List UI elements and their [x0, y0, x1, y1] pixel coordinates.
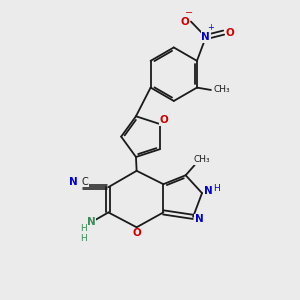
Text: O: O: [160, 116, 169, 125]
Text: O: O: [226, 28, 235, 38]
Text: CH₃: CH₃: [213, 85, 230, 94]
Text: H: H: [80, 234, 87, 243]
Text: +: +: [207, 23, 214, 32]
Text: −: −: [185, 8, 194, 18]
Text: N: N: [202, 32, 210, 42]
Text: N: N: [204, 186, 212, 196]
Text: CH₃: CH₃: [193, 155, 210, 164]
Text: H: H: [214, 184, 220, 193]
Text: C: C: [82, 177, 88, 187]
Text: O: O: [132, 228, 141, 238]
Text: H: H: [80, 224, 87, 233]
Text: N: N: [69, 177, 78, 187]
Text: N: N: [195, 214, 203, 224]
Text: N: N: [87, 217, 96, 227]
Text: O: O: [180, 16, 189, 27]
